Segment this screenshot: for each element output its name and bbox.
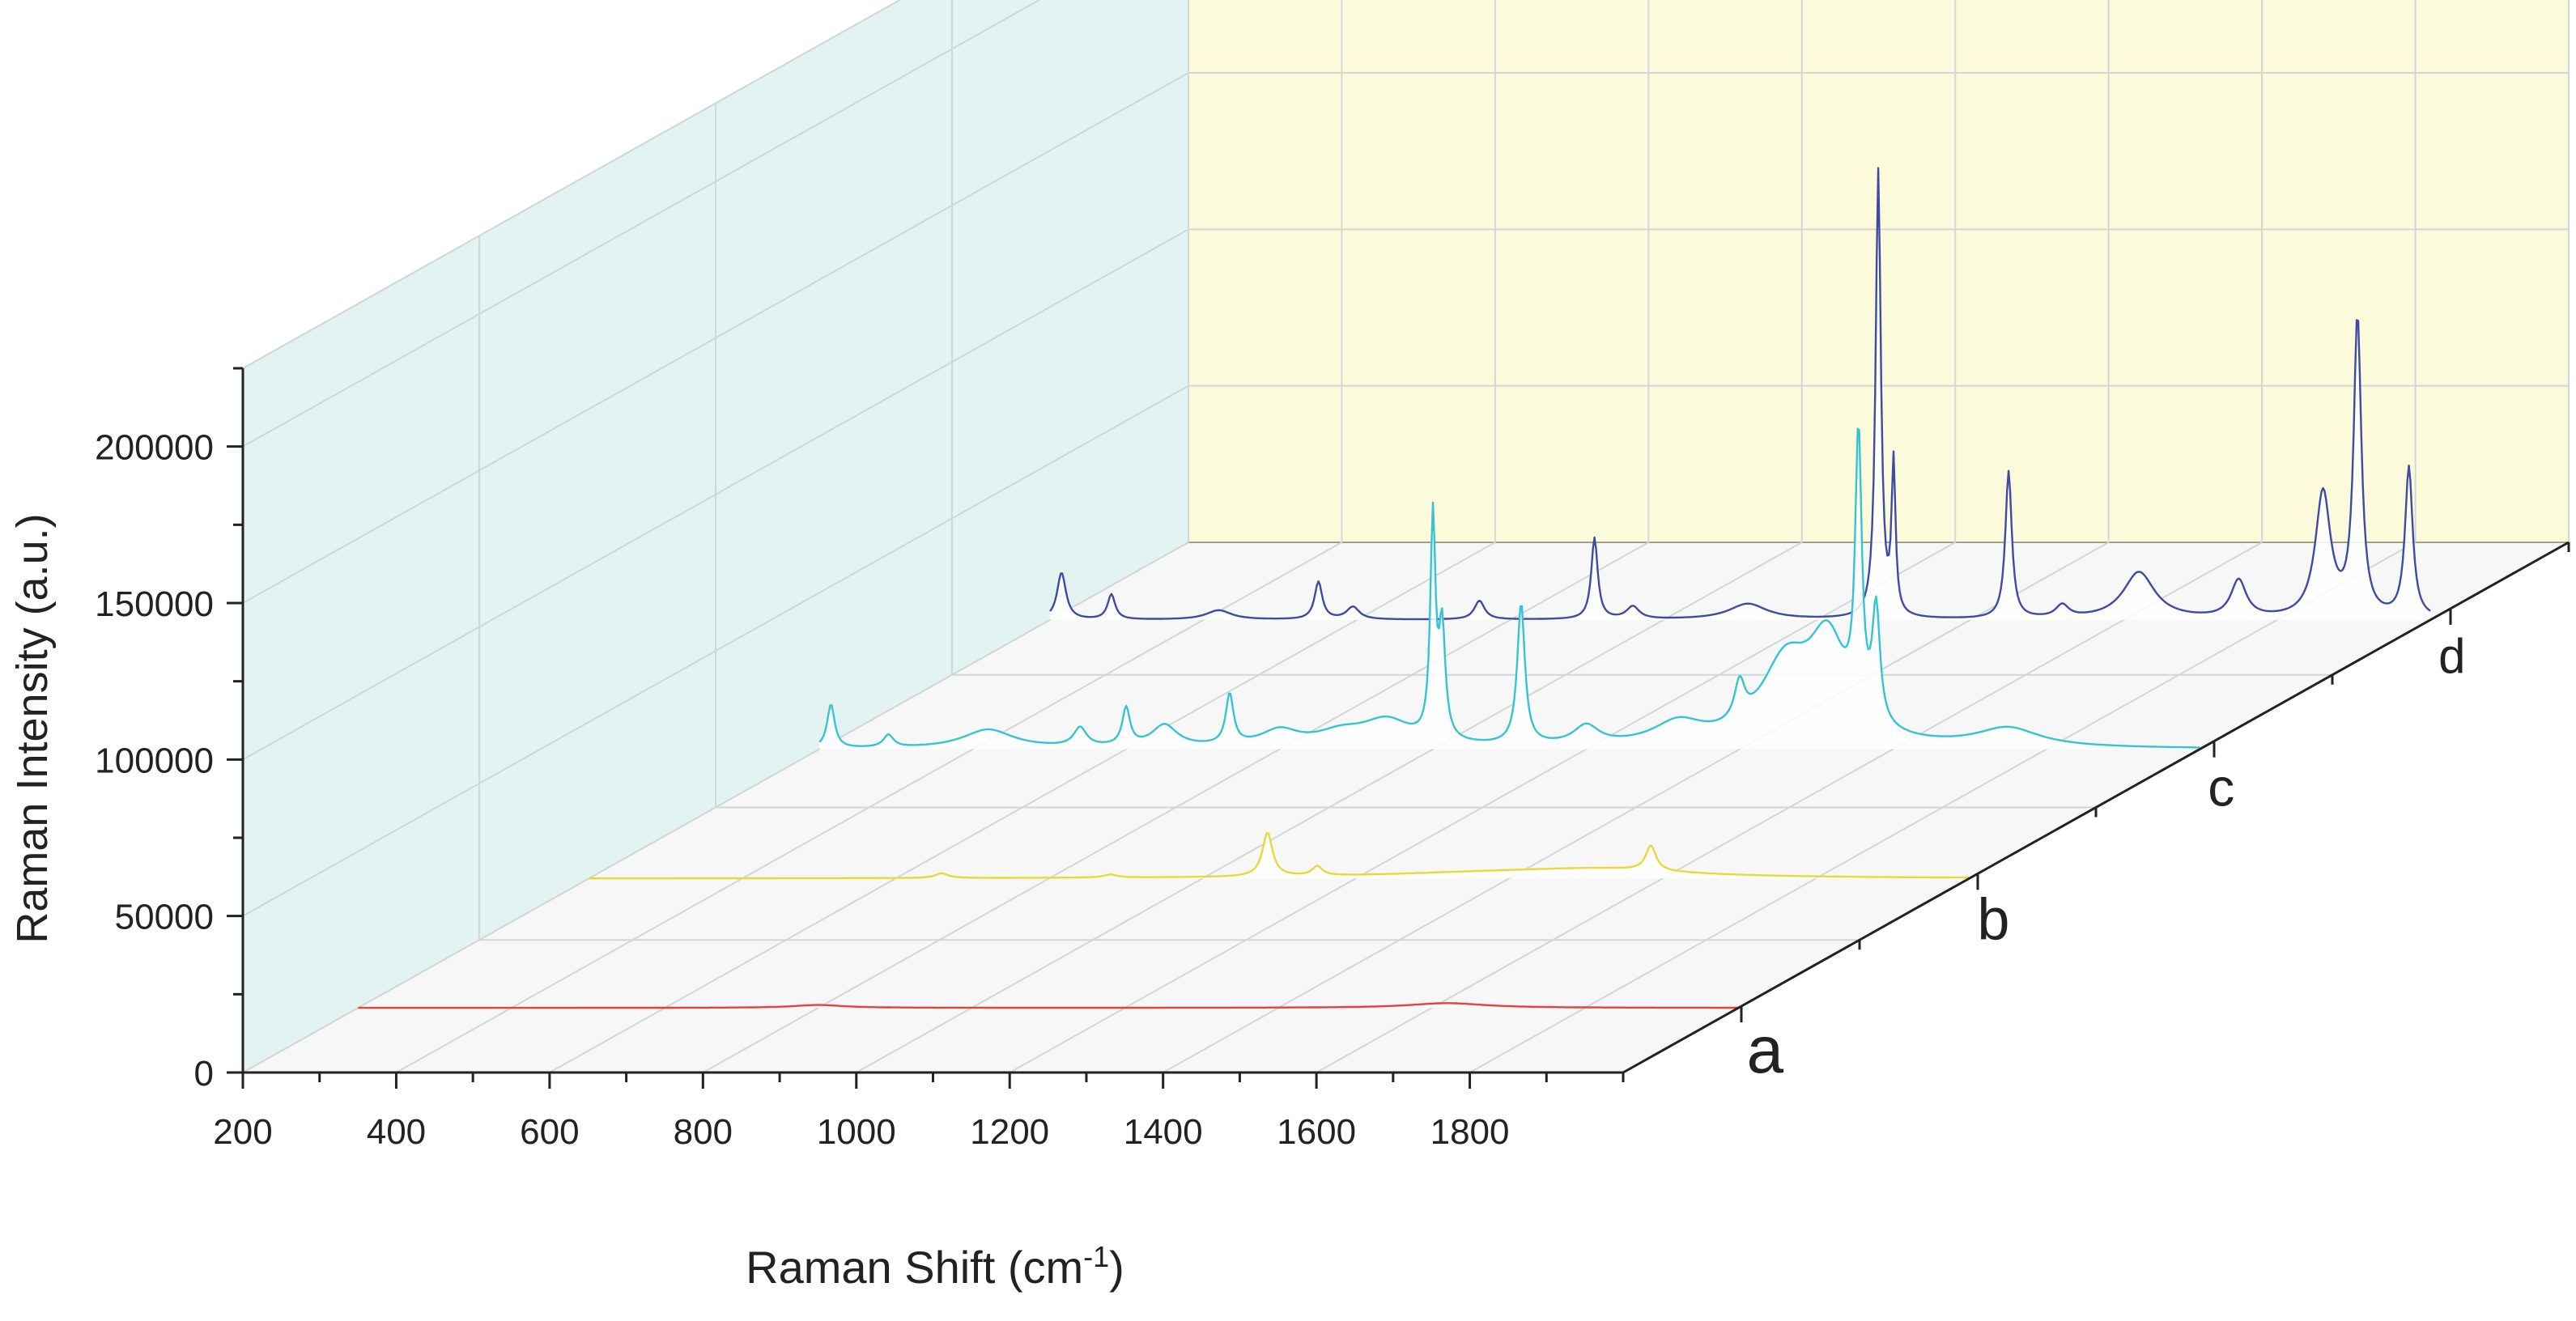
x-tick-label: 400 [367, 1112, 426, 1152]
spectrum-line-a [358, 1002, 1739, 1009]
spectrum-line-d [1049, 167, 2431, 621]
y-tick-label: 50000 [115, 898, 214, 937]
spectrum-fill-c [819, 428, 2200, 750]
wall-intensity-grid-line [242, 0, 1041, 448]
x-tick-label: 800 [674, 1112, 733, 1152]
x-axis-label: Raman Shift (cm-1) [746, 1240, 1124, 1293]
y-tick-label: 150000 [95, 584, 214, 624]
wall-intensity-grid-line [242, 0, 902, 369]
series-label-c: c [2208, 758, 2234, 818]
spectrum-line-c [818, 427, 2200, 749]
series-label-a: a [1746, 1013, 1783, 1087]
y-axis-label: Raman Intensity (a.u.) [8, 513, 57, 943]
x-tick-label: 1200 [970, 1112, 1049, 1152]
x-tick-label: 1800 [1430, 1112, 1510, 1152]
wall-intensity-grid-line [242, 72, 1189, 604]
x-tick-label: 200 [213, 1112, 272, 1152]
spectrum-fill-b [589, 833, 1970, 879]
x-tick-label: 600 [520, 1112, 579, 1152]
x-tick-label: 1400 [1124, 1112, 1203, 1152]
y-tick-label: 100000 [95, 741, 214, 780]
spectrum-line-b [589, 832, 1970, 880]
y-tick-label: 200000 [95, 428, 214, 468]
x-tick-label: 1000 [817, 1112, 896, 1152]
series-label-b: b [1977, 887, 2009, 952]
wall-intensity-grid-line [242, 384, 1189, 917]
series-label-d: d [2438, 629, 2465, 683]
y-tick-label: 0 [194, 1054, 214, 1094]
wall-intensity-grid-line [242, 228, 1189, 761]
x-tick-label: 1600 [1277, 1112, 1356, 1152]
